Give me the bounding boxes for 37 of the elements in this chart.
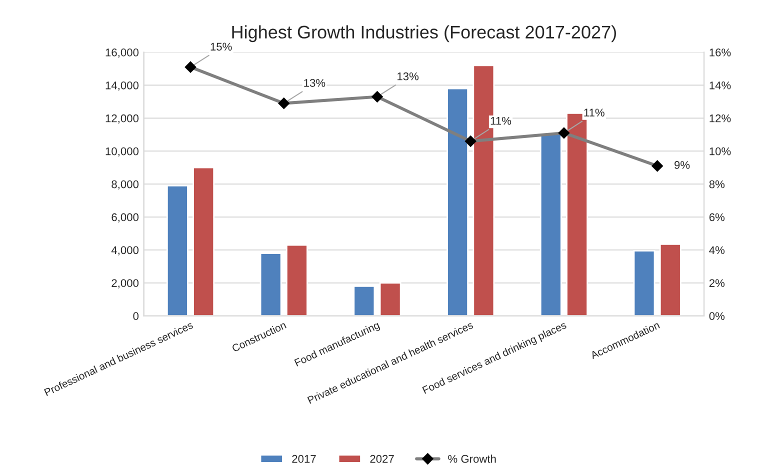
chart-title: Highest Growth Industries (Forecast 2017-2027) [232,25,616,42]
y2-tick-label: 10% [710,147,731,156]
bar [260,252,282,316]
y-tick-label: 2,000 [112,279,139,288]
y-tick-label: 8,000 [112,180,139,190]
y-tick-label: 6,000 [112,213,139,222]
data-label: 13% [398,72,419,80]
bar [379,282,402,316]
bar [353,286,376,316]
legend-label: % Growth [448,454,496,463]
y-tick-label: 16,000 [106,48,139,58]
y2-tick-label: 12% [710,114,731,122]
data-label: 9% [674,161,690,169]
y-tick-label: 10,000 [106,147,139,157]
y-tick-label: 4,000 [111,246,139,256]
bar [192,166,215,316]
bar [633,250,656,316]
y-tick-label: 0 [133,312,139,320]
y2-tick-label: 8% [709,180,725,188]
y2-tick-label: 0% [709,312,725,320]
bar [446,88,468,316]
data-label: 13% [304,78,326,87]
data-label: 11% [584,108,604,116]
legend-label: 2027 [370,454,394,463]
y2-tick-label: 6% [709,213,725,222]
data-label: 15% [210,42,232,51]
y2-tick-label: 4% [709,246,725,254]
y-tick-label: 12,000 [106,114,139,124]
data-label: 11% [490,116,512,125]
bar [659,244,682,316]
y-tick-label: 14,000 [106,81,139,91]
legend-label: 2017 [292,454,316,463]
bar [286,244,308,316]
y2-tick-label: 14% [710,82,731,90]
y2-tick-label: 2% [709,279,725,288]
y2-tick-label: 16% [710,48,731,56]
bar [166,185,188,316]
